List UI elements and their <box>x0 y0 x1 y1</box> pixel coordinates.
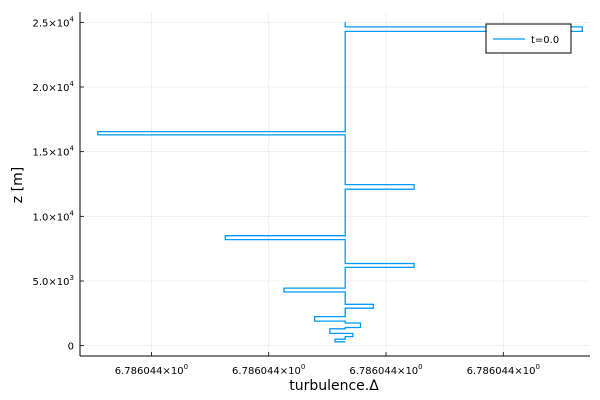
x-axis-label: turbulence.Δ <box>289 378 379 394</box>
x-tick-label-1: 6.786044×100 <box>232 363 305 377</box>
legend: t=0.0 <box>485 23 572 54</box>
tick-labels: 6.786044×100 6.786044×100 6.786044×100 6.78… <box>33 15 540 377</box>
x-tick-label-3: 6.786044×100 <box>467 363 540 377</box>
series-layer <box>97 22 583 343</box>
series-line-0 <box>97 22 583 343</box>
y-tick-label-4: 2.0×104 <box>33 80 75 94</box>
x-tick-label-0: 6.786044×100 <box>115 363 188 377</box>
y-tick-label-2: 1.0×104 <box>33 209 75 223</box>
grid-lines <box>80 12 590 356</box>
y-tick-label-0: 0 <box>68 342 74 353</box>
y-tick-label-5: 2.5×104 <box>33 15 75 29</box>
legend-label: t=0.0 <box>531 35 559 46</box>
y-axis-label: z [m] <box>10 167 26 203</box>
y-tick-label-3: 1.5×104 <box>33 145 75 159</box>
axes <box>79 12 590 357</box>
x-tick-label-2: 6.786044×100 <box>349 363 422 377</box>
y-tick-label-1: 5.0×103 <box>33 274 74 288</box>
